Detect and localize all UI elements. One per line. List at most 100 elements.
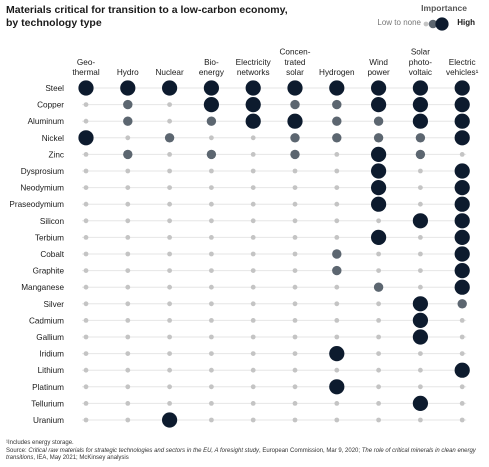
importance-dot <box>167 102 173 107</box>
importance-dot <box>83 334 89 340</box>
importance-dot <box>292 318 298 323</box>
row-label: Copper <box>37 101 64 110</box>
importance-dot <box>412 395 428 411</box>
importance-dot <box>459 401 465 406</box>
importance-dot <box>454 279 470 295</box>
importance-dot <box>125 367 131 373</box>
importance-dot <box>454 263 470 279</box>
importance-dot <box>206 149 217 160</box>
column-label: Wind <box>369 58 388 67</box>
importance-dot <box>167 284 173 290</box>
importance-dot <box>250 152 256 157</box>
importance-dot <box>125 417 131 423</box>
importance-dot <box>125 284 131 290</box>
importance-matrix: Geo-thermal Hydro Nuclear Bio-energy Electri… <box>9 48 479 428</box>
importance-dot <box>329 379 345 395</box>
importance-dot <box>209 401 214 406</box>
importance-dot <box>125 351 131 356</box>
importance-dot <box>125 268 131 273</box>
importance-dot <box>167 152 173 157</box>
importance-dot <box>83 284 89 290</box>
importance-dot <box>454 229 470 245</box>
importance-dot <box>292 168 298 174</box>
importance-dot <box>209 301 214 307</box>
importance-dot <box>250 135 256 141</box>
importance-dot <box>334 417 340 423</box>
importance-dot <box>454 80 470 96</box>
importance-dot <box>292 401 298 406</box>
importance-dot <box>332 116 342 126</box>
legend-dot-medium <box>428 19 438 29</box>
importance-dot <box>78 130 94 146</box>
importance-dot <box>292 334 298 340</box>
importance-dot <box>209 135 214 141</box>
column-label: energy <box>199 68 225 77</box>
importance-dot <box>332 265 342 276</box>
importance-dot <box>167 351 173 356</box>
importance-dot <box>459 351 465 356</box>
importance-dot <box>209 218 214 224</box>
importance-dot <box>418 168 423 174</box>
importance-dot <box>83 384 89 390</box>
importance-dot <box>412 80 428 96</box>
importance-dot <box>83 301 89 307</box>
importance-dot <box>83 251 89 257</box>
importance-dot <box>125 168 131 174</box>
source-end: , IEA, May 2021; McKinsey analysis <box>33 455 129 461</box>
source-prefix: Source: <box>6 447 29 454</box>
importance-dot <box>167 318 173 323</box>
importance-dot <box>454 362 470 378</box>
importance-dot <box>290 133 300 143</box>
importance-dot <box>83 401 89 406</box>
row-label: Steel <box>45 84 64 93</box>
dots <box>78 80 470 428</box>
importance-dot <box>334 218 340 224</box>
importance-dot <box>454 213 470 229</box>
chart-title-line-2: by technology type <box>6 17 102 29</box>
importance-dot <box>83 201 89 207</box>
importance-dot <box>292 218 298 224</box>
importance-dot <box>287 113 303 129</box>
legend: Importance Low to none High <box>329 3 479 31</box>
column-label: solar <box>286 68 304 77</box>
importance-dot <box>209 351 214 356</box>
column-label: Nuclear <box>155 68 183 77</box>
importance-dot <box>167 218 173 224</box>
importance-dot <box>418 185 423 191</box>
importance-dot <box>125 218 131 224</box>
importance-dot <box>120 80 136 96</box>
importance-dot <box>334 168 340 174</box>
row-label: Uranium <box>33 416 64 425</box>
importance-dot <box>454 97 470 113</box>
importance-dot <box>376 351 381 356</box>
row-label: Zinc <box>49 150 64 159</box>
importance-dot <box>334 367 340 373</box>
column-label: power <box>367 68 390 77</box>
importance-dot <box>78 80 94 96</box>
importance-dot <box>250 251 256 257</box>
row-label: Dysprosium <box>21 167 64 176</box>
importance-dot <box>371 229 387 245</box>
importance-dot <box>83 168 89 174</box>
importance-dot <box>250 351 256 356</box>
chart-title-line-1: Materials critical for transition to a l… <box>6 4 288 16</box>
importance-dot <box>123 116 133 126</box>
importance-dot <box>376 268 381 273</box>
importance-dot <box>125 318 131 323</box>
importance-dot <box>209 367 214 373</box>
column-label: Concen- <box>280 48 311 57</box>
importance-dot <box>83 218 89 224</box>
importance-dot <box>209 417 214 423</box>
importance-dot <box>454 163 470 179</box>
importance-dot <box>373 116 384 126</box>
importance-dot <box>125 185 131 191</box>
importance-dot <box>83 102 89 107</box>
importance-dot <box>459 417 465 423</box>
importance-dot <box>167 185 173 191</box>
importance-dot <box>459 152 465 157</box>
importance-dot <box>459 318 465 323</box>
importance-dot <box>209 168 214 174</box>
importance-dot <box>125 201 131 207</box>
importance-dot <box>167 251 173 257</box>
importance-dot <box>376 301 381 307</box>
